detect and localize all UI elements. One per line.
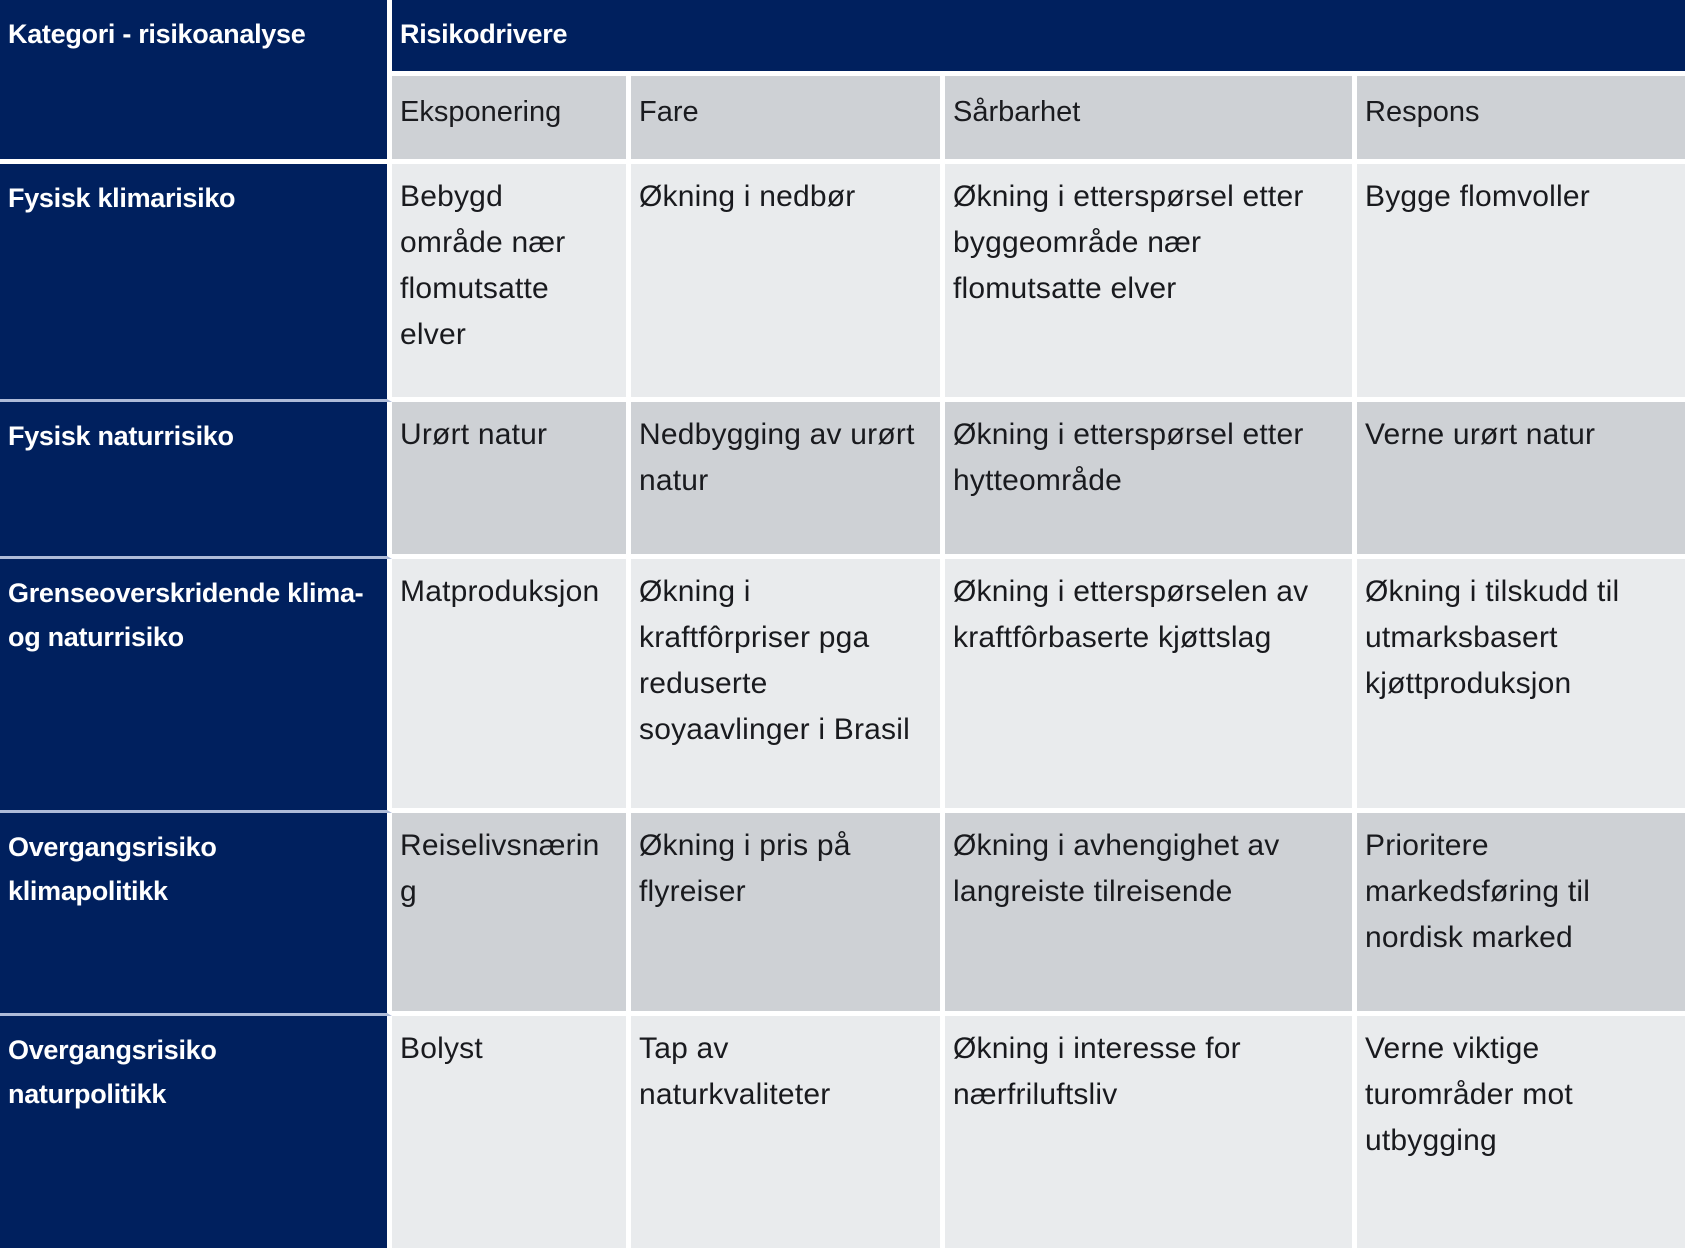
- cell-r2-fare: Nedbygging av urørt natur: [631, 402, 945, 559]
- corner-header: Kategori - risikoanalyse: [0, 0, 392, 164]
- row-header-fysisk-klimarisiko: Fysisk klimarisiko: [0, 164, 392, 402]
- column-group-header-risikodrivere: Risikodrivere: [392, 0, 1685, 76]
- column-header-sarbarhet: Sårbarhet: [945, 76, 1357, 164]
- cell-r1-eksponering: Bebygd område nær flomutsatte elver: [392, 164, 631, 402]
- cell-r4-respons: Prioritere markedsføring til nordisk mar…: [1357, 813, 1685, 1016]
- cell-r4-fare: Økning i pris på flyreiser: [631, 813, 945, 1016]
- cell-r2-sarbarhet: Økning i etterspørsel etter hytteområde: [945, 402, 1357, 559]
- cell-r4-eksponering: Reiselivsnæring: [392, 813, 631, 1016]
- cell-r2-eksponering: Urørt natur: [392, 402, 631, 559]
- cell-r3-eksponering: Matproduksjon: [392, 559, 631, 813]
- cell-r3-sarbarhet: Økning i etterspørselen av kraftfôrbaser…: [945, 559, 1357, 813]
- cell-r3-fare: Økning i kraftfôrpriser pga reduserte so…: [631, 559, 945, 813]
- cell-r1-respons: Bygge flomvoller: [1357, 164, 1685, 402]
- cell-r4-sarbarhet: Økning i avhengighet av langreiste tilre…: [945, 813, 1357, 1016]
- row-header-fysisk-naturrisiko: Fysisk naturrisiko: [0, 402, 392, 559]
- row-header-grenseoverskridende: Grenseoverskridende klima- og naturrisik…: [0, 559, 392, 813]
- row-header-overgangsrisiko-naturpolitikk: Overgangsrisiko naturpolitikk: [0, 1016, 392, 1248]
- column-header-fare: Fare: [631, 76, 945, 164]
- cell-r5-respons: Verne viktige turområder mot utbygging: [1357, 1016, 1685, 1248]
- cell-r2-respons: Verne urørt natur: [1357, 402, 1685, 559]
- column-header-respons: Respons: [1357, 76, 1685, 164]
- cell-r1-fare: Økning i nedbør: [631, 164, 945, 402]
- row-header-overgangsrisiko-klimapolitikk: Overgangsrisiko klimapolitikk: [0, 813, 392, 1016]
- cell-r3-respons: Økning i tilskudd til utmarksbasert kjøt…: [1357, 559, 1685, 813]
- cell-r5-sarbarhet: Økning i interesse for nærfriluftsliv: [945, 1016, 1357, 1248]
- cell-r1-sarbarhet: Økning i etterspørsel etter byggeområde …: [945, 164, 1357, 402]
- cell-r5-fare: Tap av naturkvaliteter: [631, 1016, 945, 1248]
- cell-r5-eksponering: Bolyst: [392, 1016, 631, 1248]
- column-header-eksponering: Eksponering: [392, 76, 631, 164]
